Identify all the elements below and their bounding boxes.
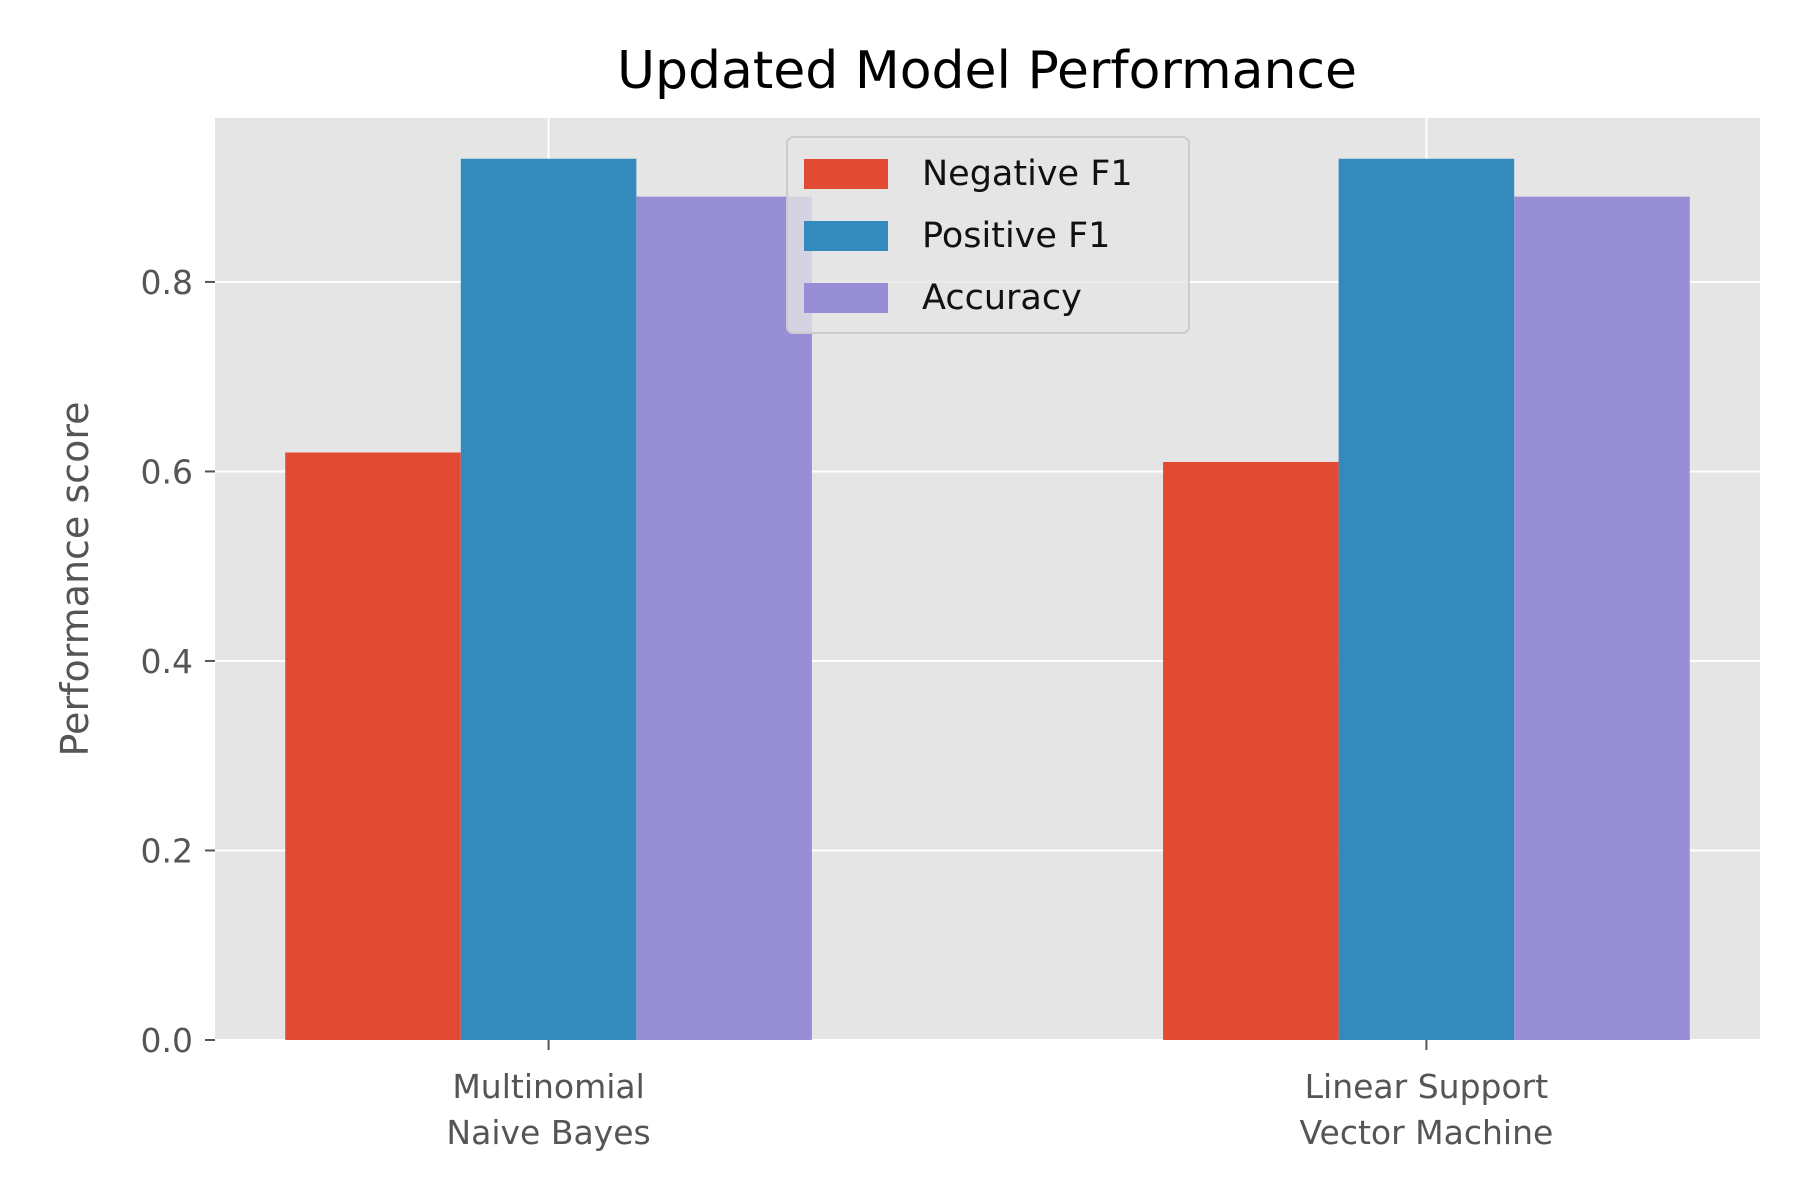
x-tick-label: Vector Machine: [1300, 1113, 1554, 1152]
y-tick-label: 0.8: [141, 263, 193, 302]
bar-positive-f1: [1338, 158, 1515, 1040]
y-tick-label: 0.4: [141, 642, 193, 681]
bar-negative-f1: [1163, 461, 1339, 1040]
x-tick-label: Multinomial: [452, 1067, 644, 1106]
x-tick-label: Linear Support: [1305, 1067, 1549, 1106]
bar-accuracy: [636, 196, 812, 1040]
bar-accuracy: [1514, 196, 1690, 1040]
legend: Negative F1 Positive F1 Accuracy: [786, 136, 1190, 334]
axis-ticks: 0.0 0.2 0.4 0.6 0.8 Multinomial Naive Bayes Lin…: [141, 263, 1554, 1152]
x-tick-label: Naive Bayes: [446, 1113, 650, 1152]
y-tick-label: 0.0: [141, 1021, 193, 1060]
bar-negative-f1: [285, 452, 461, 1040]
legend-swatch: [804, 159, 888, 189]
legend-label: Negative F1: [922, 154, 1133, 194]
chart-title: Updated Model Performance: [617, 41, 1357, 101]
y-tick-label: 0.2: [141, 831, 193, 870]
y-axis-title: Performance score: [53, 402, 97, 757]
bar-positive-f1: [460, 158, 637, 1040]
bars: [285, 158, 1690, 1040]
legend-label: Positive F1: [922, 216, 1110, 256]
legend-swatch: [804, 283, 888, 313]
legend-swatch: [804, 221, 888, 251]
legend-label: Accuracy: [922, 278, 1082, 318]
y-tick-label: 0.6: [141, 452, 193, 491]
